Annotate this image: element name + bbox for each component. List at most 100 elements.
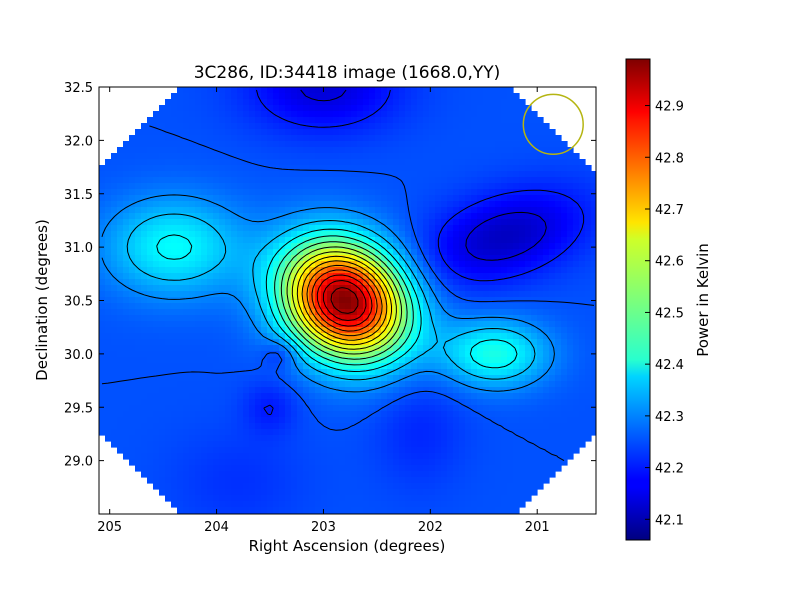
heatmap-cell (297, 183, 304, 190)
heatmap-cell (489, 123, 496, 130)
heatmap-cell (99, 309, 106, 316)
heatmap-cell (345, 249, 352, 256)
heatmap-cell (111, 327, 118, 334)
heatmap-cell (405, 267, 412, 274)
heatmap-cell (99, 363, 106, 370)
heatmap-cell (153, 405, 160, 412)
heatmap-cell (297, 309, 304, 316)
heatmap-cell (303, 183, 310, 190)
heatmap-cell (579, 171, 586, 178)
heatmap-cell (507, 213, 514, 220)
heatmap-cell (573, 279, 580, 286)
heatmap-cell (363, 129, 370, 136)
heatmap-cell (525, 279, 532, 286)
heatmap-cell (465, 189, 472, 196)
heatmap-cell (435, 231, 442, 238)
heatmap-cell (237, 369, 244, 376)
heatmap-cell (303, 111, 310, 118)
heatmap-cell (183, 315, 190, 322)
heatmap-cell (183, 381, 190, 388)
heatmap-cell (183, 441, 190, 448)
heatmap-cell (507, 201, 514, 208)
heatmap-cell (453, 459, 460, 466)
heatmap-cell (201, 153, 208, 160)
heatmap-cell (165, 99, 172, 106)
heatmap-cell (405, 381, 412, 388)
heatmap-cell (405, 237, 412, 244)
heatmap-cell (303, 387, 310, 394)
heatmap-cell (159, 189, 166, 196)
heatmap-cell (471, 339, 478, 346)
heatmap-cell (423, 129, 430, 136)
heatmap-cell (231, 159, 238, 166)
heatmap-cell (297, 111, 304, 118)
heatmap-cell (495, 339, 502, 346)
heatmap-cell (321, 393, 328, 400)
heatmap-cell (495, 225, 502, 232)
heatmap-cell (201, 447, 208, 454)
heatmap-cell (189, 273, 196, 280)
heatmap-cell (231, 189, 238, 196)
heatmap-cell (165, 321, 172, 328)
heatmap-cell (123, 429, 130, 436)
heatmap-cell (243, 183, 250, 190)
heatmap-cell (339, 441, 346, 448)
heatmap-cell (225, 429, 232, 436)
heatmap-cell (471, 345, 478, 352)
heatmap-cell (501, 267, 508, 274)
heatmap-cell (573, 375, 580, 382)
heatmap-cell (387, 411, 394, 418)
heatmap-cell (291, 105, 298, 112)
heatmap-cell (309, 285, 316, 292)
heatmap-cell (279, 195, 286, 202)
heatmap-cell (207, 303, 214, 310)
heatmap-cell (405, 429, 412, 436)
heatmap-cell (585, 369, 592, 376)
heatmap-cell (369, 213, 376, 220)
heatmap-cell (135, 225, 142, 232)
heatmap-cell (441, 159, 448, 166)
heatmap-cell (537, 351, 544, 358)
heatmap-cell (333, 423, 340, 430)
heatmap-cell (315, 87, 322, 94)
heatmap-cell (393, 183, 400, 190)
heatmap-cell (381, 459, 388, 466)
heatmap-cell (549, 345, 556, 352)
heatmap-cell (147, 381, 154, 388)
heatmap-cell (375, 357, 382, 364)
heatmap-cell (573, 363, 580, 370)
heatmap-cell (219, 117, 226, 124)
heatmap-cell (225, 411, 232, 418)
heatmap-cell (201, 387, 208, 394)
heatmap-cell (525, 423, 532, 430)
heatmap-cell (369, 315, 376, 322)
heatmap-cell (237, 351, 244, 358)
heatmap-cell (327, 93, 334, 100)
heatmap-cell (429, 213, 436, 220)
heatmap-cell (309, 255, 316, 262)
heatmap-cell (339, 201, 346, 208)
heatmap-cell (291, 249, 298, 256)
heatmap-cell (177, 243, 184, 250)
heatmap-cell (309, 237, 316, 244)
heatmap-cell (531, 261, 538, 268)
heatmap-cell (567, 237, 574, 244)
heatmap-cell (465, 207, 472, 214)
heatmap-cell (501, 93, 508, 100)
heatmap-cell (555, 303, 562, 310)
heatmap-cell (105, 285, 112, 292)
heatmap-cell (543, 243, 550, 250)
heatmap-cell (471, 123, 478, 130)
heatmap-cell (561, 417, 568, 424)
heatmap-cell (99, 225, 106, 232)
heatmap-cell (447, 87, 454, 94)
heatmap-cell (513, 423, 520, 430)
heatmap-cell (333, 345, 340, 352)
heatmap-cell (201, 411, 208, 418)
heatmap-cell (135, 405, 142, 412)
heatmap-cell (327, 369, 334, 376)
heatmap-cell (453, 165, 460, 172)
heatmap-cell (591, 303, 596, 310)
heatmap-cell (177, 357, 184, 364)
heatmap-cell (471, 105, 478, 112)
